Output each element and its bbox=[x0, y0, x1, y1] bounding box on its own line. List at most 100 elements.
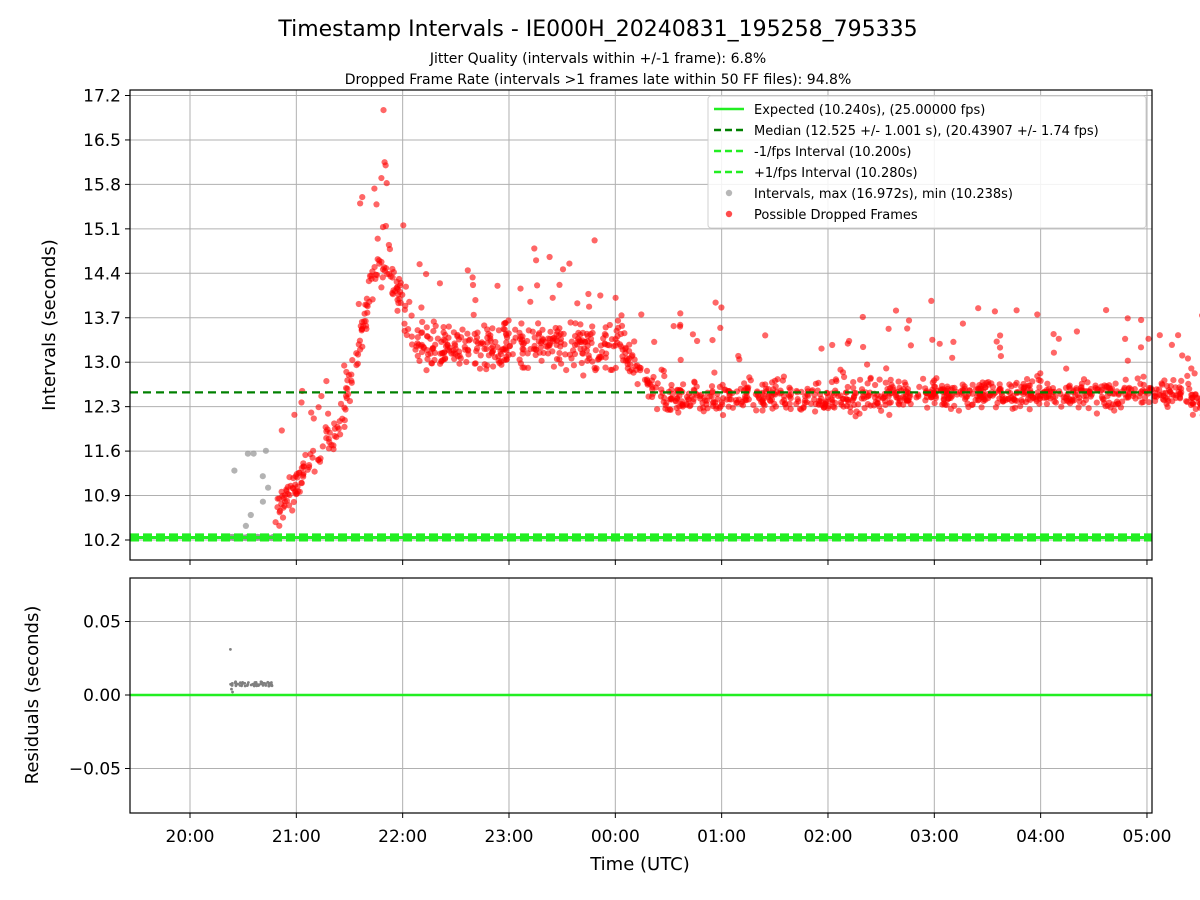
interval-point bbox=[920, 375, 927, 382]
interval-point bbox=[606, 342, 613, 349]
interval-point bbox=[363, 302, 370, 309]
interval-point bbox=[472, 338, 480, 345]
interval-point bbox=[689, 331, 697, 338]
interval-point bbox=[547, 328, 554, 335]
interval-point bbox=[531, 245, 538, 252]
interval-point bbox=[519, 333, 526, 340]
interval-point bbox=[431, 349, 439, 356]
interval-point bbox=[630, 369, 637, 376]
interval-point bbox=[300, 463, 307, 470]
interval-point bbox=[512, 326, 519, 333]
interval-point bbox=[817, 398, 824, 405]
interval-point bbox=[414, 352, 421, 359]
interval-point bbox=[489, 325, 496, 332]
interval-point bbox=[279, 514, 287, 521]
interval-point bbox=[538, 357, 545, 364]
interval-point bbox=[1020, 380, 1027, 388]
interval-point bbox=[1074, 392, 1081, 399]
x-tick-label: 04:00 bbox=[1016, 827, 1065, 847]
interval-point bbox=[1032, 396, 1039, 403]
interval-point bbox=[1067, 396, 1074, 403]
interval-point bbox=[980, 397, 987, 405]
interval-point bbox=[423, 271, 430, 278]
interval-point bbox=[742, 397, 749, 404]
interval-point bbox=[1052, 393, 1059, 400]
legend-box bbox=[707, 95, 1147, 229]
interval-point bbox=[546, 335, 554, 342]
interval-point bbox=[1050, 331, 1057, 338]
y-tick-label: −0.05 bbox=[69, 760, 121, 780]
interval-point bbox=[1175, 332, 1182, 339]
interval-point bbox=[567, 319, 574, 326]
interval-point bbox=[423, 367, 430, 374]
legend-label: Intervals, max (16.972s), min (10.238s) bbox=[754, 187, 1013, 202]
residual-point bbox=[243, 684, 247, 688]
interval-point bbox=[556, 281, 563, 288]
interval-point bbox=[769, 405, 776, 412]
interval-point bbox=[601, 331, 609, 338]
interval-point bbox=[1075, 404, 1082, 411]
interval-point bbox=[1192, 406, 1199, 413]
interval-point bbox=[850, 379, 857, 386]
interval-point bbox=[895, 400, 902, 407]
y-axis-label-intervals: Intervals (seconds) bbox=[39, 239, 60, 411]
interval-point bbox=[440, 324, 447, 331]
legend: Expected (10.240s), (25.00000 fps) Median… bbox=[707, 95, 1147, 229]
interval-point bbox=[1188, 401, 1195, 409]
interval-point bbox=[490, 363, 497, 370]
interval-point bbox=[996, 344, 1004, 351]
interval-point bbox=[300, 473, 307, 480]
interval-point bbox=[427, 335, 434, 342]
interval-point bbox=[589, 323, 596, 330]
interval-point bbox=[612, 336, 619, 343]
interval-point bbox=[672, 397, 680, 404]
interval-point bbox=[936, 340, 943, 347]
interval-point bbox=[334, 423, 341, 431]
interval-point bbox=[955, 407, 963, 414]
interval-point bbox=[540, 349, 547, 356]
interval-point bbox=[259, 473, 266, 480]
interval-point bbox=[546, 253, 553, 261]
interval-point bbox=[916, 383, 923, 390]
interval-point bbox=[537, 340, 545, 347]
interval-point bbox=[401, 327, 408, 334]
interval-point bbox=[1049, 385, 1056, 392]
residual-point bbox=[270, 681, 273, 684]
interval-point bbox=[1107, 404, 1114, 411]
interval-point bbox=[677, 356, 684, 363]
interval-point bbox=[860, 395, 868, 402]
chart-title: Timestamp Intervals - IE000H_20240831_19… bbox=[277, 17, 917, 42]
interval-point bbox=[923, 394, 931, 401]
interval-point bbox=[725, 403, 732, 410]
interval-point bbox=[577, 321, 584, 328]
interval-point bbox=[432, 322, 439, 329]
interval-point bbox=[887, 376, 894, 383]
interval-point bbox=[373, 271, 381, 279]
interval-point bbox=[818, 345, 825, 352]
interval-point bbox=[274, 495, 281, 502]
interval-point bbox=[975, 305, 982, 312]
interval-point bbox=[355, 341, 362, 348]
interval-point bbox=[1121, 386, 1128, 393]
interval-point bbox=[741, 380, 748, 387]
interval-point bbox=[631, 338, 638, 345]
residual-point bbox=[267, 684, 271, 687]
interval-point bbox=[882, 379, 889, 386]
interval-point bbox=[440, 336, 447, 343]
interval-point bbox=[494, 282, 501, 289]
interval-point bbox=[684, 396, 692, 403]
residual-point bbox=[234, 684, 238, 688]
interval-point bbox=[574, 300, 581, 307]
interval-point bbox=[993, 338, 1000, 345]
interval-point bbox=[369, 268, 376, 275]
interval-point bbox=[654, 406, 661, 413]
interval-point bbox=[393, 284, 400, 291]
interval-point bbox=[464, 330, 471, 337]
interval-point bbox=[876, 376, 883, 383]
interval-point bbox=[463, 358, 470, 366]
interval-point bbox=[841, 373, 848, 381]
interval-point bbox=[450, 329, 457, 336]
x-tick-label: 20:00 bbox=[166, 827, 215, 847]
interval-point bbox=[780, 373, 788, 380]
y-tick-label: 10.9 bbox=[83, 487, 121, 507]
